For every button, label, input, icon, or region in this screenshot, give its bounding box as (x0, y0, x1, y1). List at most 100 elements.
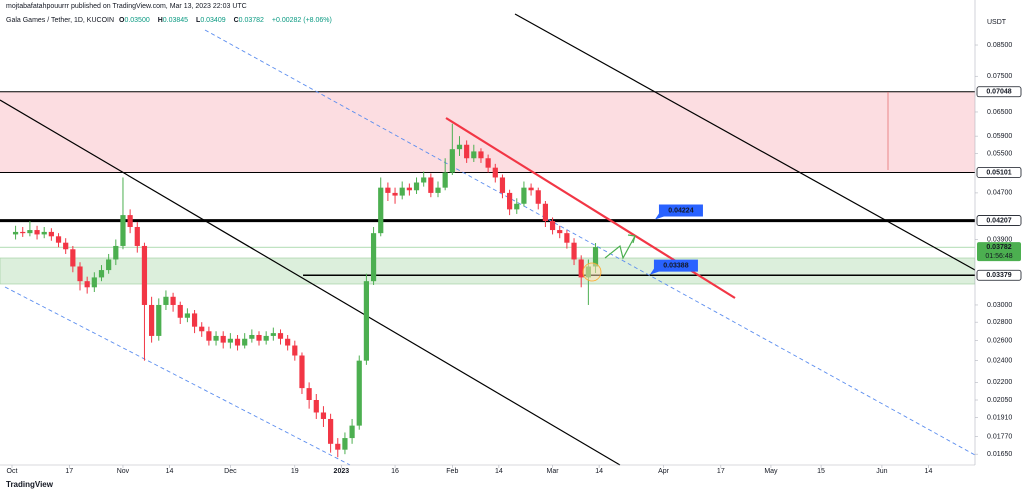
candle-body (592, 247, 599, 267)
candle-body (363, 281, 370, 361)
x-tick-label: 14 (166, 468, 174, 475)
candle-body (542, 203, 549, 221)
callout-box (649, 259, 698, 275)
x-tick-label: 16 (391, 468, 399, 475)
ohlc-item: L0.03409 (196, 17, 229, 24)
candle-body (41, 231, 47, 235)
price-tag-box (976, 215, 1022, 226)
candle-body (34, 230, 40, 235)
callout-box (654, 204, 703, 220)
candle-body (84, 281, 90, 288)
candle-body (571, 242, 577, 260)
candle-body (335, 443, 341, 450)
candle-body (485, 158, 491, 168)
trend-line (514, 13, 976, 271)
candle-body (456, 144, 463, 150)
price-tag: 0.07048 (986, 89, 1011, 96)
candle-body (464, 144, 470, 159)
candle-body (392, 192, 398, 196)
candle-body (406, 187, 412, 191)
candle-body (385, 187, 391, 193)
candle-body (549, 220, 556, 231)
symbol-legend: Gala Games / Tether, 1D, KUCOIN O0.03500… (6, 17, 335, 24)
candle-body (399, 187, 405, 196)
candle-body (535, 190, 541, 204)
candle-body (256, 334, 262, 341)
price-tag: 0.05101 (986, 169, 1011, 176)
y-tick-label: 0.02200 (987, 379, 1012, 386)
candle-body (564, 233, 570, 243)
y-tick-label: 0.07500 (987, 73, 1012, 80)
candle-body (471, 151, 477, 159)
callouts: 0.04224 0.03388 (649, 204, 703, 275)
candle-body (170, 296, 176, 305)
candle-body (370, 233, 377, 282)
candle-body (127, 215, 133, 227)
y-tick-label: 0.02050 (987, 397, 1012, 404)
y-tick-label: 0.05900 (987, 133, 1012, 140)
candle-body (55, 236, 62, 243)
candle-body (499, 177, 506, 193)
candle-body (421, 177, 427, 183)
ohlc-item: O0.03500 (119, 17, 153, 24)
x-tick-label: Mar (547, 468, 560, 475)
ohlc-value: 0.03409 (200, 17, 226, 24)
ohlc-value: 0.03845 (162, 17, 189, 24)
candle-body (557, 230, 563, 234)
brand: TradingView (6, 480, 53, 489)
candle-body (428, 177, 434, 193)
price-tag-box (976, 269, 1022, 281)
ohlc-value: 0.03500 (124, 17, 150, 24)
candle-body (227, 338, 233, 343)
x-tick-label: Jun (876, 468, 887, 475)
candle-body (449, 149, 455, 173)
candle-body (156, 304, 162, 336)
candle-body (328, 418, 334, 444)
ohlc-item: C0.03782 (234, 17, 267, 24)
levels (0, 91, 975, 277)
ohlc-key: L (196, 17, 201, 24)
y-tick-label: 0.03000 (987, 302, 1012, 309)
ohlc-value: 0.03782 (238, 17, 264, 24)
candle-body (77, 266, 83, 282)
y-tick-label: 0.02600 (987, 338, 1012, 345)
x-tick-label: 2023 (334, 468, 350, 475)
candle-body (213, 335, 219, 341)
x-tick-label: 19 (291, 468, 299, 475)
currency-label: USDT (987, 19, 1007, 26)
candle-body (191, 313, 198, 327)
candle-body (27, 230, 33, 234)
x-tick-label: 14 (495, 468, 503, 475)
price-labels: 0.07048 0.05101 0.04207 0.03379 0.03782 01:56… (976, 86, 1022, 281)
projection-arrow (604, 235, 636, 260)
candle-body (242, 338, 248, 346)
publisher-line: mojtabafatahpouurrr published on Trading… (6, 3, 247, 10)
y-tick-label: 0.02800 (987, 319, 1012, 326)
channel-line (4, 286, 351, 466)
ohlc-key: H (157, 17, 163, 24)
candle-body (206, 331, 212, 341)
candle-body (413, 182, 420, 191)
candle-body (285, 338, 291, 346)
candle-body (91, 277, 97, 288)
x-tick-label: 14 (925, 468, 933, 475)
candle-body (578, 259, 584, 278)
y-tick-label: 0.06500 (987, 109, 1012, 116)
y-tick-label: 0.04700 (987, 190, 1012, 197)
candle-body (492, 167, 498, 178)
candles (12, 123, 599, 458)
candle-body (478, 151, 484, 159)
candle-body (234, 338, 241, 346)
candle-body (199, 326, 205, 332)
change: +0.00282 (+8.06%) (271, 17, 332, 24)
candle-body (277, 333, 284, 339)
ohlc-item: H0.03845 (158, 17, 191, 24)
price-tag: 0.03379 (986, 272, 1011, 279)
candle-body (48, 231, 54, 237)
candle-body (378, 187, 384, 234)
candle-body (263, 335, 269, 341)
price-tag-box (976, 86, 1022, 98)
candle-body (320, 412, 327, 419)
price-tag: 0.04207 (986, 217, 1011, 224)
